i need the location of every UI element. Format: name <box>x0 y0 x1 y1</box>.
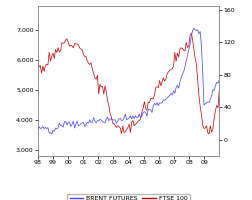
Legend: BRENT FUTURES, FTSE 100: BRENT FUTURES, FTSE 100 <box>67 194 190 200</box>
